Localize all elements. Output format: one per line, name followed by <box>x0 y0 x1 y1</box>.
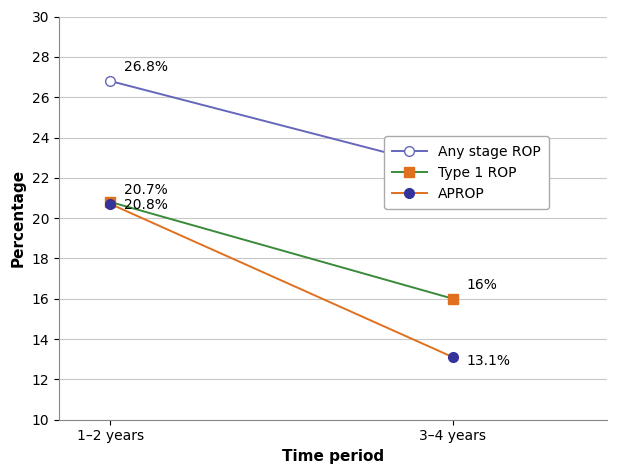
X-axis label: Time period: Time period <box>282 449 384 464</box>
Type 1 ROP <box>107 199 114 205</box>
APROP <box>449 354 457 360</box>
Type 1 ROP <box>449 296 457 302</box>
Any stage ROP <box>107 78 114 84</box>
Text: 20.8%: 20.8% <box>124 198 168 212</box>
Text: 26.8%: 26.8% <box>124 60 168 74</box>
Line: Type 1 ROP: Type 1 ROP <box>106 197 458 304</box>
Text: 20.7%: 20.7% <box>124 183 168 197</box>
Line: APROP: APROP <box>106 199 458 362</box>
Text: 16%: 16% <box>467 278 497 292</box>
Text: 13.1%: 13.1% <box>467 354 510 368</box>
Legend: Any stage ROP, Type 1 ROP, APROP: Any stage ROP, Type 1 ROP, APROP <box>384 136 549 209</box>
Any stage ROP <box>449 167 457 172</box>
Text: 22.4%: 22.4% <box>467 149 510 163</box>
Y-axis label: Percentage: Percentage <box>11 169 26 267</box>
APROP <box>107 201 114 207</box>
Line: Any stage ROP: Any stage ROP <box>106 76 458 175</box>
